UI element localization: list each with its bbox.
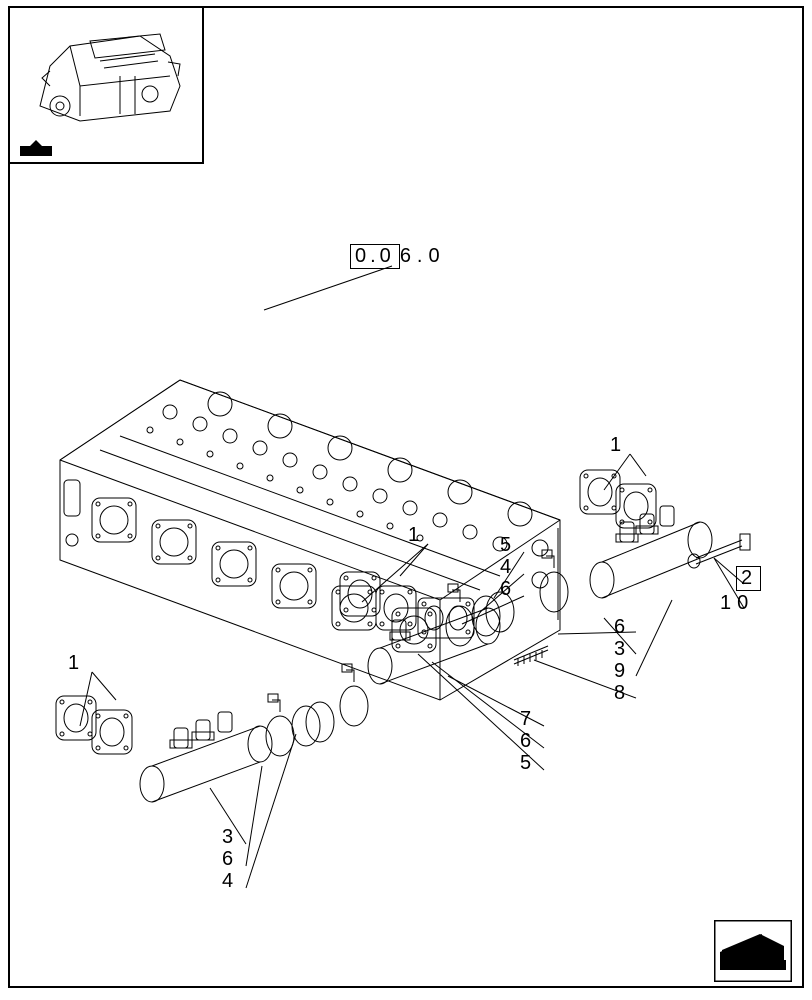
manifold-segment-left bbox=[140, 712, 272, 802]
callout-10: 10 bbox=[720, 592, 754, 615]
callout-7: 7 bbox=[520, 708, 537, 731]
callout-2-value: 2 bbox=[736, 566, 761, 591]
v-clamp-cr2 bbox=[540, 550, 568, 612]
callout-3b: 3 bbox=[222, 826, 239, 849]
callout-6c: 6 bbox=[520, 730, 537, 753]
callout-8: 8 bbox=[614, 682, 631, 705]
section-ref-boxed: 0.0 bbox=[350, 244, 400, 269]
section-ref-rest: 6.0 bbox=[400, 245, 446, 267]
v-clamp-lc1 bbox=[266, 694, 294, 756]
seal-ring-b bbox=[292, 702, 334, 746]
exploded-diagram bbox=[0, 0, 812, 1000]
callout-1c: 1 bbox=[68, 652, 85, 675]
section-ref: 0.06.0 bbox=[350, 244, 446, 269]
leader-lines bbox=[80, 266, 744, 888]
callout-6a: 6 bbox=[500, 578, 517, 601]
gasket-pair-left bbox=[56, 696, 132, 754]
next-page-icon[interactable] bbox=[714, 920, 792, 982]
callout-2-boxed: 2 bbox=[736, 566, 761, 591]
cylinder-head bbox=[60, 380, 560, 700]
v-clamp-lc2 bbox=[340, 664, 368, 726]
callout-6d: 6 bbox=[222, 848, 239, 871]
callout-5b: 5 bbox=[520, 752, 537, 775]
callout-1b: 1 bbox=[408, 524, 425, 547]
callout-1a: 1 bbox=[610, 434, 627, 457]
callout-4b: 4 bbox=[222, 870, 239, 893]
callout-9: 9 bbox=[614, 660, 631, 683]
callout-5a: 5 bbox=[500, 534, 517, 557]
gasket-pair-right bbox=[580, 470, 656, 528]
callout-3a: 3 bbox=[614, 638, 631, 661]
callout-4a: 4 bbox=[500, 556, 517, 579]
callout-6b: 6 bbox=[614, 616, 631, 639]
